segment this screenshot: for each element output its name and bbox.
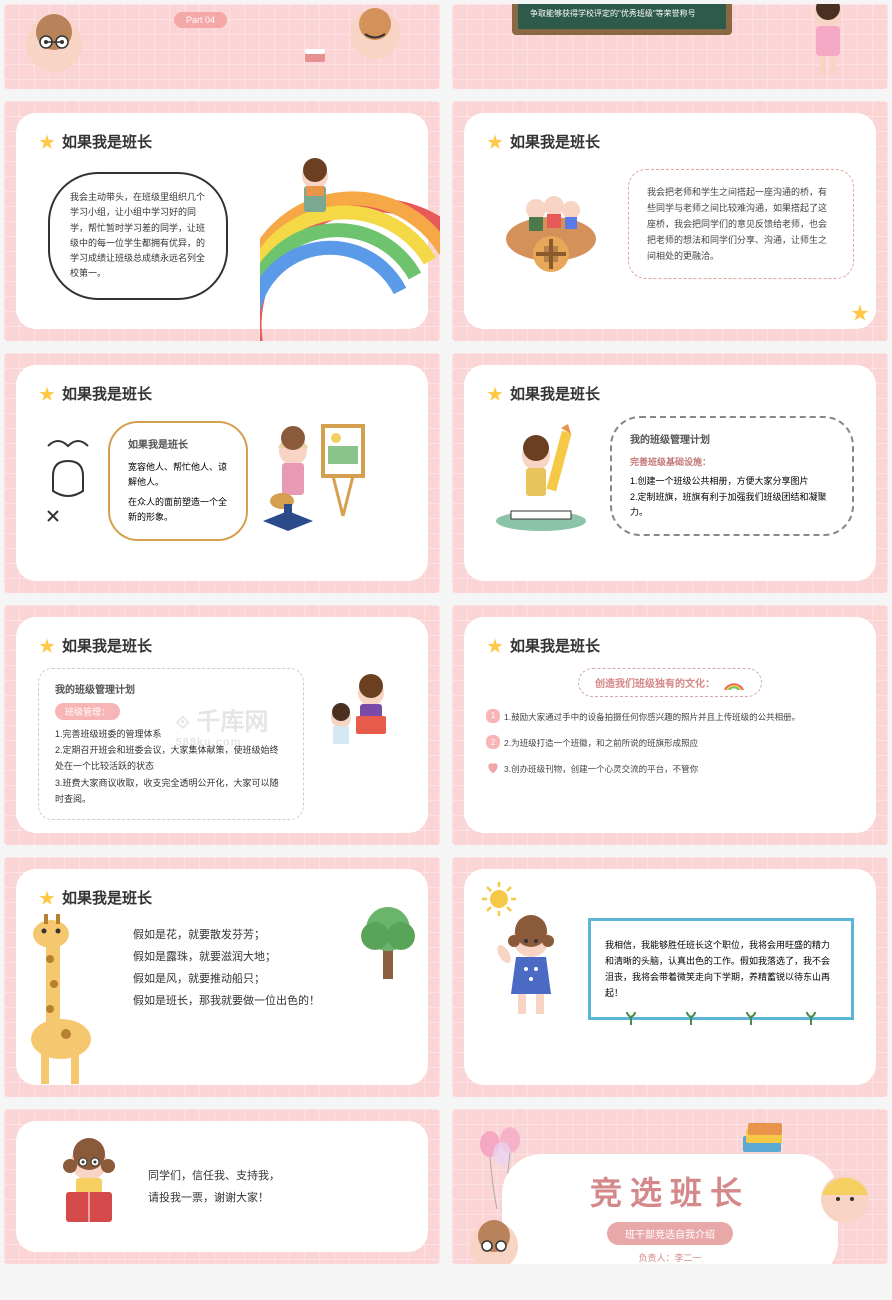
slide-10: 同学们，信任我、支持我， 请投我一票，谢谢大家！ <box>4 1109 440 1264</box>
main-title: 竞选班长 <box>512 1168 828 1214</box>
cartoon-face-icon <box>810 1159 880 1239</box>
girl-waving-icon <box>486 909 576 1029</box>
girl-painting-icon <box>258 416 368 546</box>
poem-text: 假如是花，就要散发芬芳； 假如是露珠，就要滋润大地； 假如是风，就要推动船只； … <box>133 924 373 1012</box>
slide-7: 如果我是班长 创造我们班级独有的文化： 11.鼓励大家通过手中的设备拍摄任何你感… <box>452 605 888 845</box>
speech-bubble: 如果我是班长 宽容他人、帮忙他人、谅解他人。 在众人的面前塑造一个全新的形象。 <box>108 421 248 541</box>
dashed-content-box: 我的班级管理计划 班级管理： 1.完善班级班委的管理体系 2.定期召开班会和班委… <box>38 668 304 820</box>
chalkboard-text: 争取能够获得学校评定的"优秀班级"等荣誉称号 <box>530 9 696 18</box>
slide-title: 如果我是班长 <box>486 131 854 152</box>
slide-8: 如果我是班长 假如是花，就要散发芬芳； 假如是露珠，就要滋润大地； <box>4 857 440 1097</box>
slide-3: 如果我是班长 我会把老师和学生之间搭起一座沟通的桥，有些同学与老师之间比较难沟通… <box>452 101 888 341</box>
cartoon-face-icon <box>14 4 94 84</box>
slide-title: 如果我是班长 <box>38 383 406 404</box>
star-icon <box>850 303 870 323</box>
girl-character-icon <box>798 4 858 84</box>
list-item: 3.创办班级刊物，创建一个心灵交流的平台，不管你 <box>486 761 854 777</box>
slide-title: 如果我是班长 <box>486 635 854 656</box>
cloud-text-box: 我会主动带头，在班级里组织几个学习小组，让小组中学习好的同学，帮忙暂时学习差的同… <box>48 172 228 300</box>
rainbow-small-icon <box>723 676 745 690</box>
speech-bubble: 我的班级管理计划 完善班级基础设施： 1.创建一个班级公共相册，方便大家分享图片… <box>610 416 854 536</box>
slide-4: 如果我是班长 如果我是班长 宽容他人、帮忙他人、谅解他人。 在众人的面前塑造一个… <box>4 353 440 593</box>
sub-banner: 班干部竞选自我介绍 <box>607 1222 733 1245</box>
heart-icon <box>486 761 500 775</box>
star-icon <box>38 637 56 655</box>
culture-banner: 创造我们班级独有的文化： <box>578 668 762 697</box>
slide-5: 如果我是班长 我的班级管理计划 完善班级基础设施： 1.创建一个班级公共相册，方… <box>452 353 888 593</box>
slide-6: 如果我是班长 我的班级管理计划 班级管理： 1.完善班级班委的管理体系 2.定期… <box>4 605 440 845</box>
star-icon <box>38 133 56 151</box>
list-item: 11.鼓励大家通过手中的设备拍摄任何你感兴趣的照片并且上传班级的公共相册。 <box>486 709 854 725</box>
chalkboard: 争取能够获得学校评定的"优秀班级"等荣誉称号 <box>512 4 732 35</box>
slide-2: 如果我是班长 我会主动带头，在班级里组织几个学习小组，让小组中学习好的同学，帮忙… <box>4 101 440 341</box>
star-icon <box>486 385 504 403</box>
cake-icon <box>300 44 330 64</box>
presenter-text: 负责人：李二一 <box>512 1251 828 1264</box>
slide-partial-2: 争取能够获得学校评定的"优秀班级"等荣誉称号 <box>452 4 888 89</box>
kids-reading-icon <box>316 668 406 768</box>
airplane-kids-icon <box>486 164 616 284</box>
star-icon <box>486 637 504 655</box>
sprout-icon <box>624 1011 638 1025</box>
doodle-icon <box>38 431 98 531</box>
girl-reading-icon <box>44 1132 134 1242</box>
girl-pencil-icon <box>486 416 596 536</box>
star-icon <box>486 133 504 151</box>
sprout-icon <box>684 1011 698 1025</box>
giraffe-icon <box>6 899 116 1089</box>
books-icon <box>738 1121 788 1156</box>
slide-title: 如果我是班长 <box>486 383 854 404</box>
star-icon <box>38 385 56 403</box>
sun-icon <box>479 879 519 919</box>
slide-partial-1: Part 04 <box>4 4 440 89</box>
slide-9: 我相信，我能够胜任班长这个职位，我将会用旺盛的精力和清晰的头脑，认真出色的工作。… <box>452 857 888 1097</box>
sprout-icon <box>804 1011 818 1025</box>
closing-text: 同学们，信任我、支持我， 请投我一票，谢谢大家！ <box>148 1165 280 1209</box>
tree-icon <box>353 894 423 984</box>
part-badge: Part 04 <box>174 12 227 28</box>
slide-title: 如果我是班长 <box>38 635 406 656</box>
sprout-icon <box>744 1011 758 1025</box>
girl-sliding-icon <box>280 156 350 246</box>
dashed-text-box: 我会把老师和学生之间搭起一座沟通的桥，有些同学与老师之间比较难沟通，如果搭起了这… <box>628 169 854 280</box>
cartoon-face-icon <box>340 4 410 69</box>
slide-title: 如果我是班长 <box>38 131 406 152</box>
list-item: 22.为班级打造一个班徽，和之前所说的班旗形成照应 <box>486 735 854 751</box>
slide-11-title: 竞选班长 班干部竞选自我介绍 负责人：李二一 <box>452 1109 888 1264</box>
cartoon-face-icon <box>462 1214 527 1264</box>
blue-frame-box: 我相信，我能够胜任班长这个职位，我将会用旺盛的精力和清晰的头脑，认真出色的工作。… <box>588 918 854 1021</box>
